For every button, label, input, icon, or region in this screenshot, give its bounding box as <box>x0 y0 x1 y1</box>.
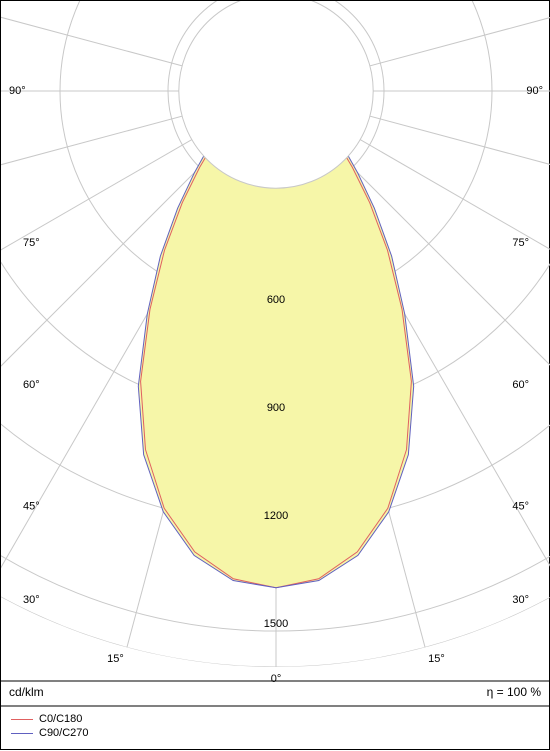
svg-text:45°: 45° <box>23 501 40 513</box>
legend-item-c0: C0/C180 <box>11 713 89 725</box>
efficiency-label: η = 100 % <box>487 685 541 699</box>
svg-text:600: 600 <box>267 294 285 306</box>
legend-label-c90: C90/C270 <box>39 727 89 739</box>
svg-text:30°: 30° <box>23 594 40 606</box>
svg-text:15°: 15° <box>428 653 445 665</box>
svg-text:75°: 75° <box>23 237 40 249</box>
svg-text:90°: 90° <box>526 85 543 97</box>
svg-text:90°: 90° <box>9 85 26 97</box>
svg-text:75°: 75° <box>512 237 529 249</box>
svg-text:45°: 45° <box>512 501 529 513</box>
legend-item-c90: C90/C270 <box>11 727 89 739</box>
svg-text:30°: 30° <box>512 594 529 606</box>
legend-swatch-c0 <box>11 719 33 720</box>
svg-text:900: 900 <box>267 402 285 414</box>
svg-text:0°: 0° <box>271 673 282 685</box>
unit-label: cd/klm <box>9 685 44 699</box>
svg-text:60°: 60° <box>23 379 40 391</box>
legend-label-c0: C0/C180 <box>39 713 82 725</box>
legend-swatch-c90 <box>11 733 33 734</box>
svg-text:60°: 60° <box>512 379 529 391</box>
chart-container: 0°15°15°30°30°45°45°60°60°75°75°90°90°10… <box>0 0 550 750</box>
svg-text:15°: 15° <box>107 653 124 665</box>
svg-text:1200: 1200 <box>264 510 288 522</box>
polar-chart: 0°15°15°30°30°45°45°60°60°75°75°90°90°10… <box>1 1 550 751</box>
svg-text:1500: 1500 <box>264 618 288 630</box>
legend: C0/C180 C90/C270 <box>11 711 89 739</box>
